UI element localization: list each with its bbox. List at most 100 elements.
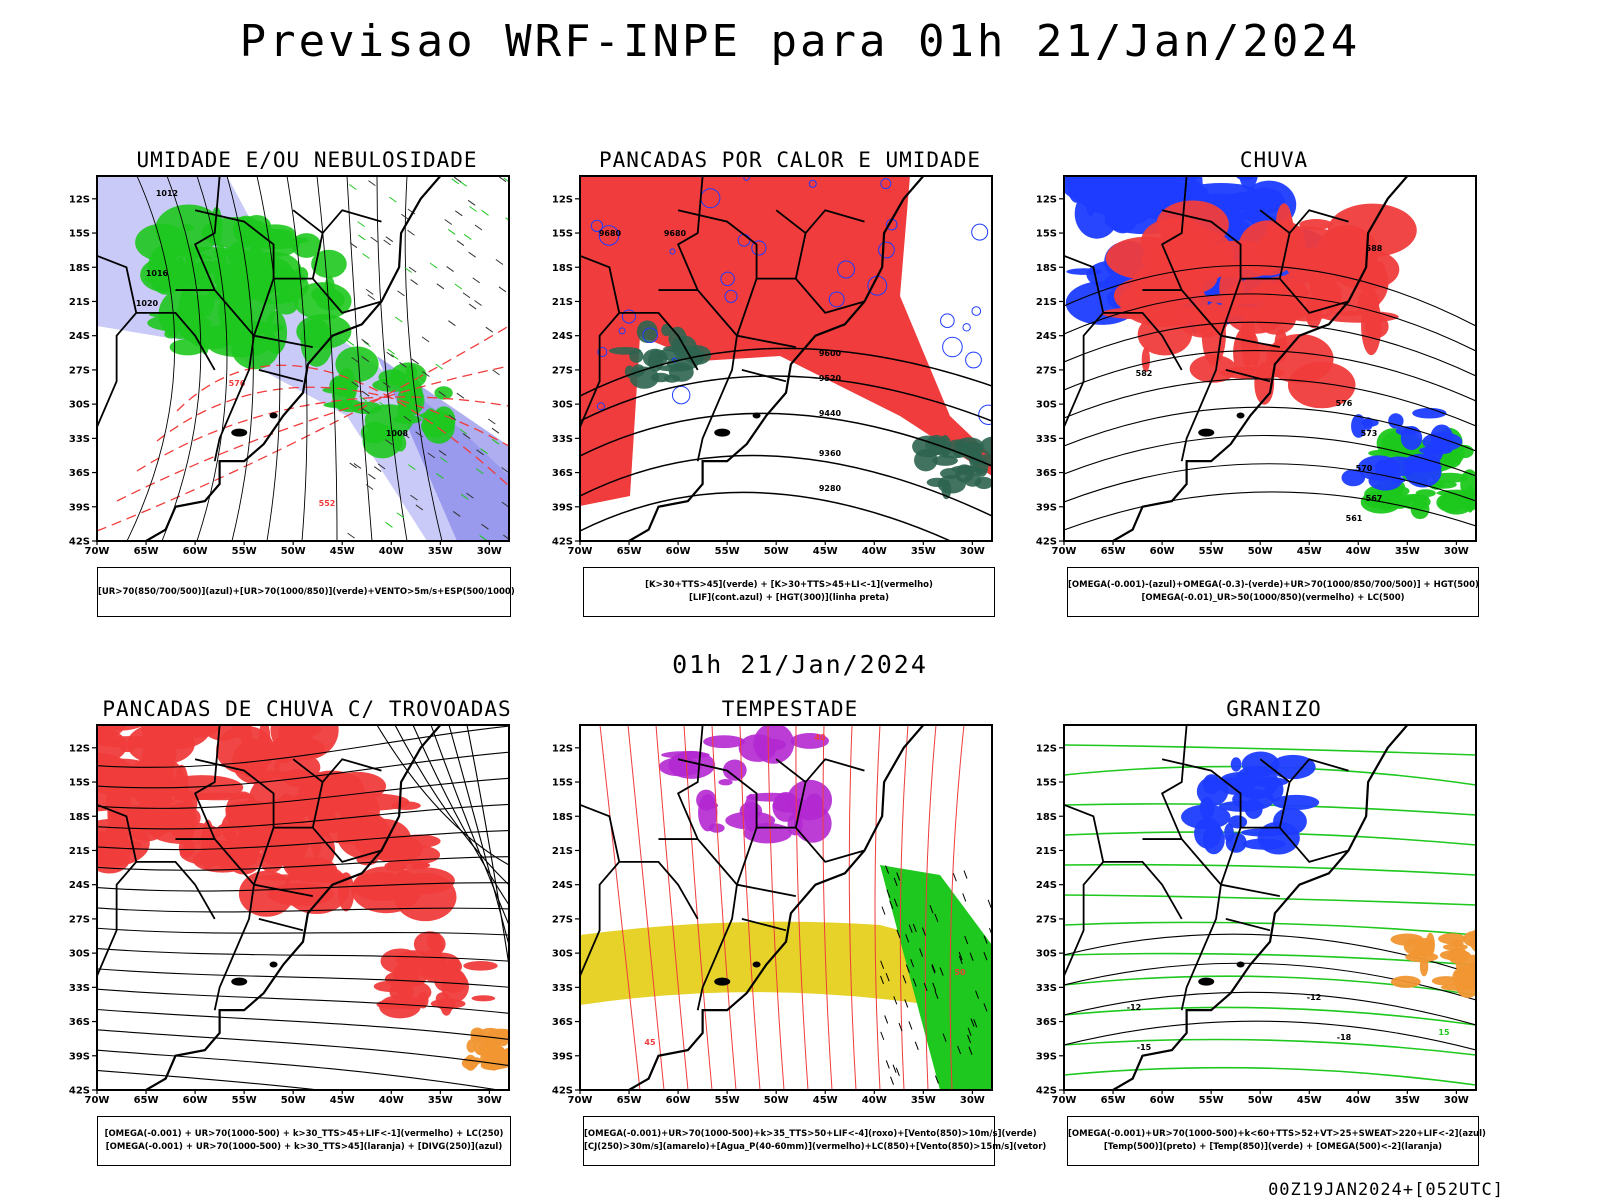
wind-vector <box>448 320 456 327</box>
hail-orange-area <box>1390 975 1421 988</box>
storm-red-area <box>157 729 175 790</box>
lon-label: 55W <box>715 1095 740 1106</box>
wind-vector <box>898 1022 903 1032</box>
lc850-contour <box>683 725 713 1090</box>
lon-label: 45W <box>330 1095 355 1106</box>
heat-green-area <box>657 364 692 372</box>
wind-vector <box>880 960 885 969</box>
wind-vector <box>931 964 936 973</box>
wind-vector <box>893 996 898 1005</box>
wind-vector <box>970 1018 975 1027</box>
wind-vector <box>454 210 463 217</box>
wind-vector <box>460 493 469 500</box>
contour-label: 9280 <box>819 484 842 493</box>
lif-contour <box>621 309 636 324</box>
lat-label: 12S <box>1036 194 1057 205</box>
lc850-contour <box>795 725 809 1090</box>
isobar <box>376 176 408 541</box>
contour-label: 567 <box>1366 494 1383 503</box>
map-umidade: 1012 1016 1020 1008 576 552 12S 15S 18S 21S 24S 27S… <box>69 175 510 557</box>
border-line <box>1064 804 1105 981</box>
wind-vector <box>379 401 387 408</box>
lon-label: 60W <box>1150 1095 1175 1106</box>
wind-vector <box>893 877 898 886</box>
storm-orange-area <box>466 1039 477 1053</box>
lat-label: 15S <box>1036 778 1057 789</box>
lc850-contour <box>899 725 909 1090</box>
lon-label: 70W <box>1052 546 1077 557</box>
wind-vector <box>361 390 370 397</box>
hgt300-contour <box>580 412 992 467</box>
lat-label: 30S <box>69 949 90 960</box>
wind-vector <box>351 381 359 388</box>
lif-contour <box>978 404 992 425</box>
contour-label: 552 <box>319 499 336 508</box>
map-frame <box>96 724 510 1091</box>
thickness-contour <box>136 396 509 472</box>
lon-label: 35W <box>911 546 936 557</box>
wind-vector <box>880 1031 885 1041</box>
wind-vector <box>487 418 496 425</box>
lon-label: 35W <box>428 1095 453 1106</box>
hgt500-contour <box>1064 406 1476 452</box>
lc850-contour <box>924 725 937 1090</box>
map-frame <box>579 724 993 1091</box>
wind-vector <box>362 253 370 259</box>
wind-vector <box>952 873 957 882</box>
wind-vector <box>396 512 405 519</box>
wind-vector <box>415 504 424 511</box>
panel-title: PANCADAS DE CHUVA C/ TROVOADAS <box>102 697 512 721</box>
rain-blue-area <box>1104 183 1120 209</box>
legend-granizo: [OMEGA(-0.001)+UR>70(1000-500)+k<60+TTS>… <box>1067 1116 1486 1166</box>
contour-label: -18 <box>1337 1033 1352 1042</box>
wind-vector <box>357 221 365 228</box>
storm-red-area <box>231 725 252 739</box>
streamline <box>97 1049 502 1090</box>
lat-label: 27S <box>552 365 573 376</box>
lat-label: 27S <box>69 914 90 925</box>
wind-vector <box>387 348 395 355</box>
lat-label: 30S <box>552 949 573 960</box>
contour-label: 588 <box>1366 244 1383 253</box>
lif-contour <box>618 327 626 335</box>
wind-vector <box>958 951 963 961</box>
wind-vector <box>385 439 393 446</box>
contour-label: -12 <box>1307 993 1321 1002</box>
wind-green-area <box>880 865 992 1090</box>
rain-blue-area <box>1221 211 1271 221</box>
lif-contour <box>598 225 620 246</box>
coastline <box>628 725 925 1090</box>
wind-vector <box>932 982 937 991</box>
isobar <box>316 176 338 541</box>
lon-label: 55W <box>232 1095 257 1106</box>
lon-label: 65W <box>1101 1095 1126 1106</box>
legend-tempestade: [OMEGA(-0.001)+UR>70(1000-500)+k>35_TTS>… <box>583 1116 1046 1166</box>
wind-vector <box>987 899 992 908</box>
rain-red-area <box>1141 347 1150 373</box>
wind-vector <box>383 239 391 246</box>
lat-label: 18S <box>1036 812 1057 823</box>
streamline <box>97 725 509 768</box>
lake-marker <box>231 977 248 986</box>
lon-label: 50W <box>281 546 306 557</box>
wind-vector <box>349 242 358 249</box>
rain-blue-area <box>1240 170 1308 173</box>
lif-contour <box>942 336 963 358</box>
streamline <box>97 988 509 1014</box>
rain-green-area <box>1410 499 1430 520</box>
storm-red-area <box>393 997 426 1010</box>
lat-label: 39S <box>1036 502 1057 513</box>
lon-label: 30W <box>477 1095 502 1106</box>
wind-vector <box>410 279 418 286</box>
wind-vector <box>476 449 484 456</box>
rain-red-area <box>1177 260 1218 293</box>
lif-contour <box>671 385 691 405</box>
lat-label: 12S <box>1036 743 1057 754</box>
lon-label: 70W <box>1052 1095 1077 1106</box>
wind-vector <box>456 392 465 399</box>
storm-red-area <box>471 995 496 1002</box>
map-frame <box>96 175 510 542</box>
lat-label: 30S <box>552 400 573 411</box>
footer-run-label: 00Z19JAN2024+[052UTC] <box>1268 1180 1504 1200</box>
temp500-contour <box>1064 1020 1476 1051</box>
